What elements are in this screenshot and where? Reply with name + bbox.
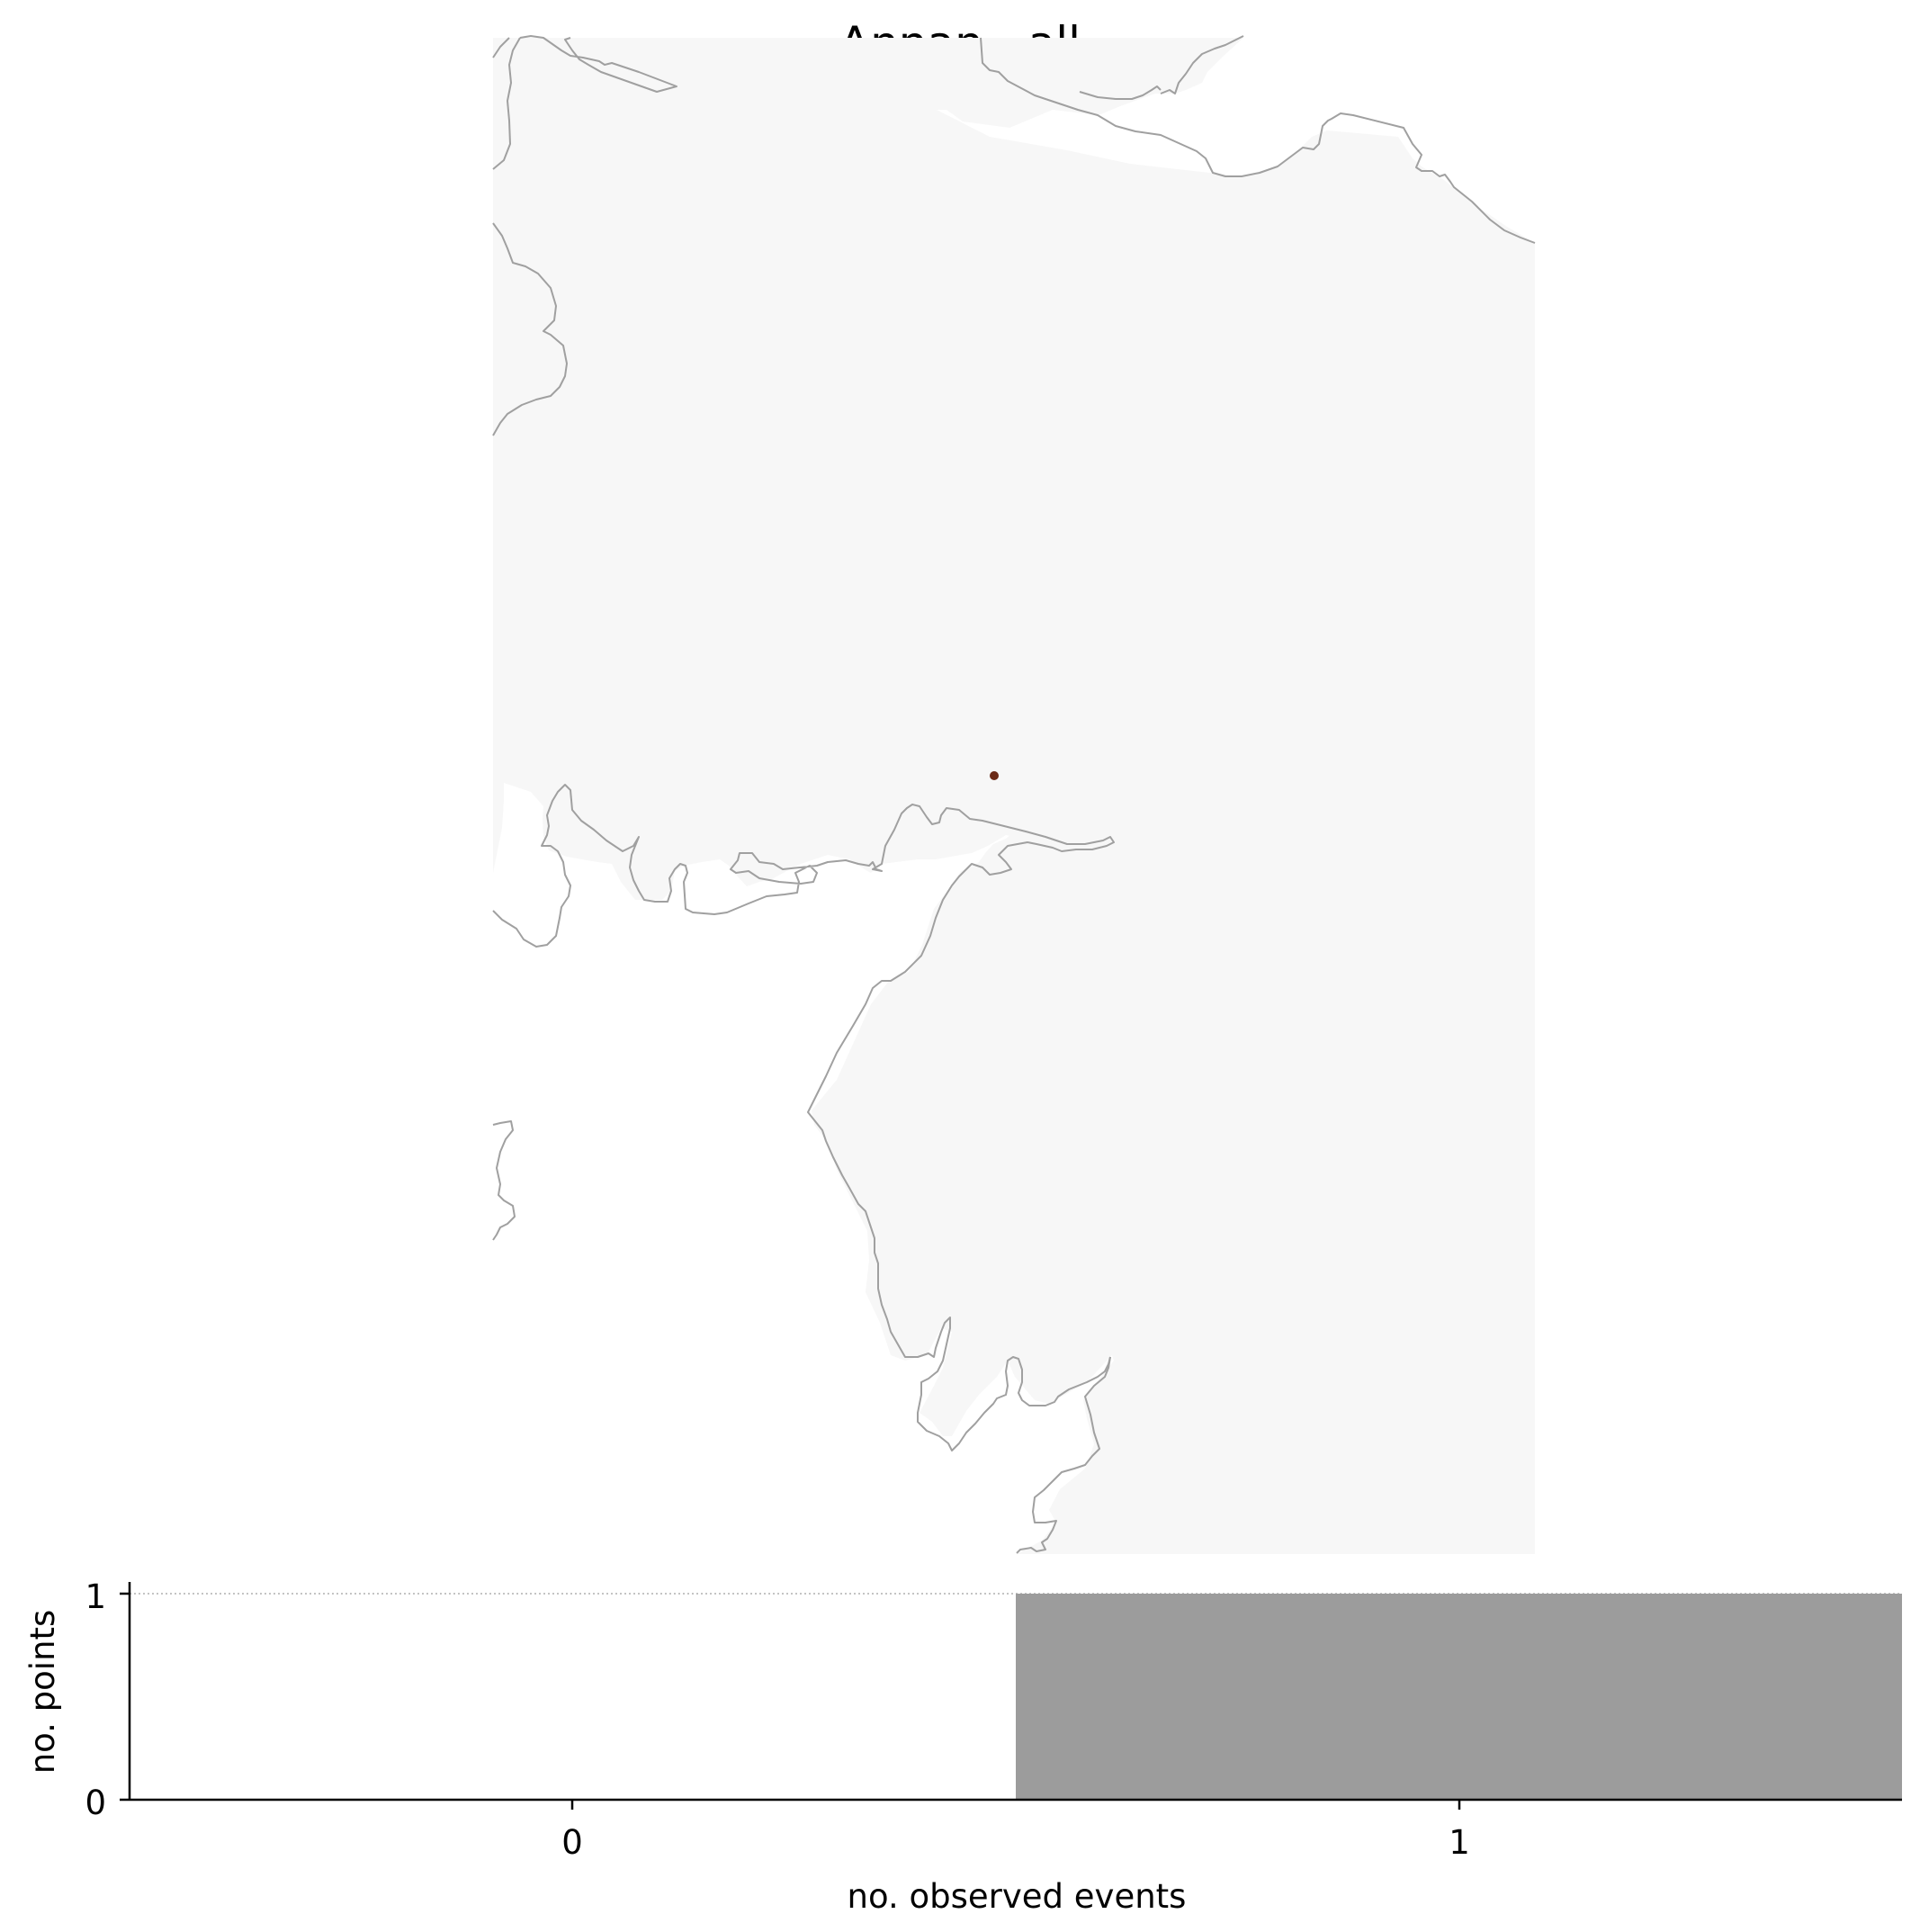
bar-1 — [1016, 1594, 1902, 1800]
station-marker-annan — [990, 771, 999, 780]
coastline-south-west — [492, 1120, 516, 1241]
x-axis-label: no. observed events — [848, 1877, 1187, 1916]
y-tick-label-1: 1 — [85, 1577, 106, 1616]
x-tick-label-1: 1 — [1449, 1823, 1470, 1862]
coastline-north-shore — [519, 35, 677, 93]
coastline-south-east — [1016, 1356, 1111, 1554]
coastline-north-west — [492, 37, 521, 170]
y-tick-label-0: 0 — [85, 1784, 106, 1822]
coastline-firth — [492, 784, 1115, 1451]
coastline-west — [492, 222, 568, 436]
y-axis-label: no. points — [23, 1610, 62, 1775]
histogram: 0 1 0 1 no. observed events no. points — [23, 1577, 1902, 1916]
bars — [1016, 1594, 1902, 1800]
coastlines — [492, 35, 1536, 1554]
map-panel — [492, 35, 1536, 1554]
coastline-north-east-inlet — [1079, 35, 1244, 100]
x-tick-label-0: 0 — [561, 1823, 583, 1862]
land-area — [493, 38, 1535, 1554]
ticks — [120, 1592, 1461, 1810]
coastline-estuary-north — [980, 37, 1536, 244]
